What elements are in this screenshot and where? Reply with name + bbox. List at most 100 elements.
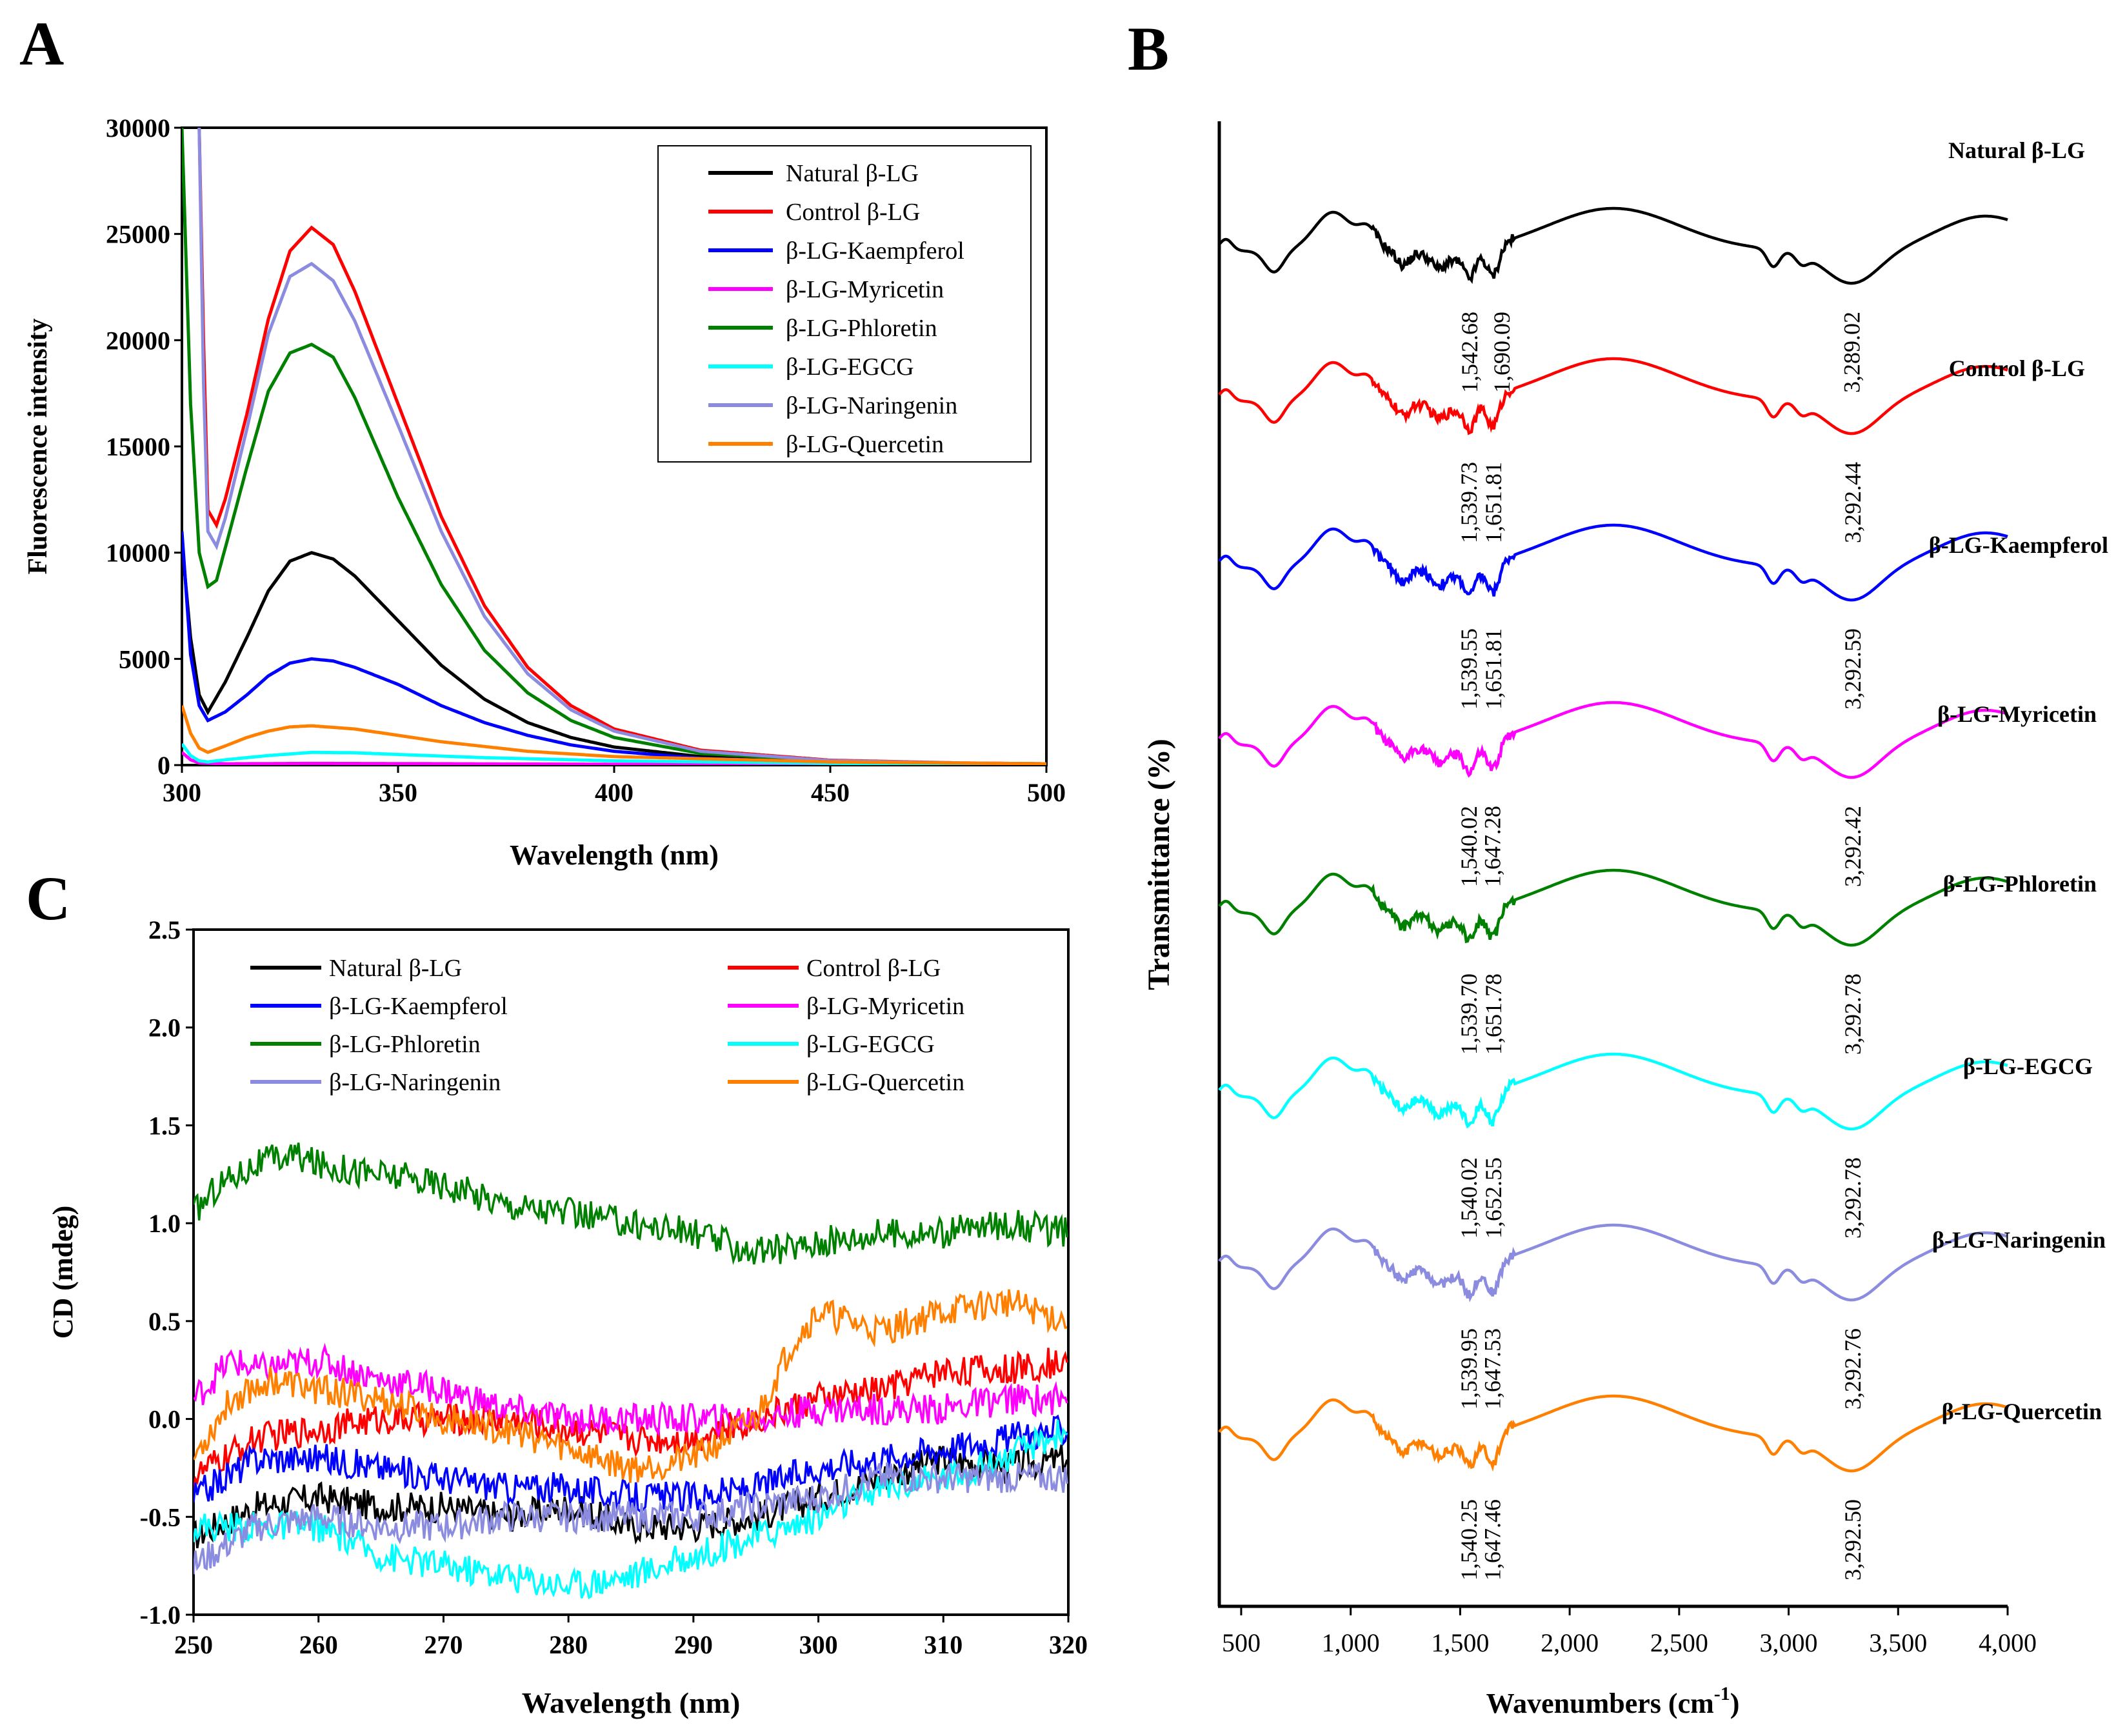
panel-b-series-label: β-LG-Phloretin: [1943, 871, 2097, 897]
panel-b-peak-label: 1,651.81: [1481, 628, 1506, 710]
panel-a-legend-label: β-LG-Kaempferol: [786, 237, 964, 264]
panel-c-legend-label: β-LG-Naringenin: [329, 1069, 501, 1096]
panel-c-legend: Natural β-LG Control β-LG β-LG-Kaempferol β…: [250, 955, 964, 1096]
panel-b-peak-label: 1,647.46: [1479, 1499, 1505, 1581]
panel-c-series-control-beta-lg: [194, 1348, 1068, 1490]
panel-c-ylabel: CD (mdeg): [47, 1206, 79, 1339]
panel-b-series-label: Natural β-LG: [1948, 137, 2085, 163]
panel-letter-c: C: [26, 864, 70, 933]
panel-c-xtick-label: 280: [549, 1630, 588, 1659]
panel-a-ytick-label: 10000: [106, 539, 170, 568]
panel-b-peak-label: 1,539.70: [1456, 973, 1482, 1055]
panel-letter-b: B: [1128, 14, 1169, 83]
panel-b-peak-label: 3,292.42: [1840, 806, 1866, 887]
panel-b-peak-label: 1,690.09: [1489, 312, 1515, 393]
panel-c-xtick-label: 320: [1049, 1630, 1088, 1659]
panel-b-peak-label: 1,539.55: [1456, 628, 1482, 710]
panel-b-peak-label: 3,292.78: [1840, 1157, 1866, 1239]
panel-c-ytick-label: 1.5: [148, 1111, 181, 1140]
panel-b-peak-label: 1,540.02: [1456, 1157, 1482, 1239]
panel-a-legend-box: [657, 145, 1032, 463]
panel-a-fluorescence-chart: 0 5000 10000 15000 20000 25000 30000 300 350 400 4…: [23, 114, 1066, 871]
panel-c-frame: [192, 928, 1070, 1616]
panel-b-peak-label: 1,542.68: [1457, 312, 1482, 393]
panel-b-peak-label: 1,647.53: [1480, 1328, 1506, 1410]
panel-b-xtick-label: 2,000: [1541, 1628, 1599, 1657]
panel-c-series-beta-lg-phloretin: [194, 1142, 1068, 1266]
panel-b-peak-label: 3,292.76: [1840, 1328, 1866, 1410]
panel-b-ylabel: Transmittance (%): [1142, 739, 1176, 990]
panel-b-series-label: β-LG-Naringenin: [1932, 1227, 2106, 1253]
panel-c-legend-label: β-LG-EGCG: [806, 1031, 935, 1058]
panel-a-legend-label: β-LG-Myricetin: [786, 276, 944, 303]
panel-b-series-label: β-LG-Quercetin: [1942, 1399, 2102, 1424]
panel-a-legend-label: Control β-LG: [786, 199, 920, 226]
panel-a-ytick-label: 30000: [106, 114, 170, 143]
panel-b-series-beta-lg-myricetin: [1218, 701, 2008, 779]
panel-b-xtick-label: 3,000: [1760, 1628, 1818, 1657]
panel-a-ytick-label: 0: [157, 751, 170, 780]
panel-b-peak-label: 3,292.44: [1840, 462, 1866, 543]
panel-a-legend-label: β-LG-Quercetin: [786, 431, 944, 458]
panel-c-ytick-label: 2.5: [148, 915, 181, 944]
panel-c-xlabel: Wavelength (nm): [522, 1686, 741, 1719]
panel-c-ytick-label: 0.0: [148, 1405, 181, 1434]
panel-b-peak-label: 1,539.73: [1456, 462, 1482, 543]
panel-c-series-beta-lg-myricetin: [194, 1342, 1068, 1439]
panel-c-series-beta-lg-egcg: [194, 1419, 1068, 1600]
panel-b-xtick-label: 3,500: [1869, 1628, 1927, 1657]
panel-letter-a: A: [19, 9, 64, 78]
panel-b-series-natural-beta-lg: [1218, 206, 2008, 285]
panel-b-xtick-label: 4,000: [1979, 1628, 2037, 1657]
panel-b-peak-label: 1,540.02: [1456, 806, 1482, 887]
panel-a-xtick-label: 500: [1027, 778, 1066, 807]
panel-b-xtick-label: 500: [1222, 1628, 1261, 1657]
panel-b-series-label: β-LG-Myricetin: [1937, 701, 2097, 727]
panel-c-legend-label: β-LG-Phloretin: [329, 1031, 481, 1058]
panel-b-series-beta-lg-naringenin: [1218, 1223, 2008, 1302]
panel-b-series-beta-lg-quercetin: [1218, 1394, 2008, 1473]
panel-c-xtick-label: 260: [299, 1630, 338, 1659]
panel-b-peak-label: 1,539.95: [1456, 1328, 1482, 1410]
panel-c-xtick-label: 250: [174, 1630, 213, 1659]
panel-b-series-control-beta-lg: [1218, 357, 2008, 435]
panel-c-xtick-label: 270: [424, 1630, 463, 1659]
panel-b-peak-label: 3,292.50: [1840, 1499, 1866, 1581]
panel-a-ytick-label: 25000: [106, 220, 170, 249]
panel-c-xtick-label: 290: [674, 1630, 713, 1659]
panel-a-xtick-label: 350: [379, 778, 417, 807]
panel-c-cd-chart: -1.0 -0.5 0.0 0.5 1.0 1.5 2.0 2.5 250 260 270 280 29…: [47, 915, 1088, 1719]
panel-a-ytick-label: 5000: [119, 644, 170, 673]
panel-b-peak-label: 1,652.55: [1481, 1157, 1506, 1239]
panel-c-legend-label: β-LG-Kaempferol: [329, 993, 508, 1020]
panel-a-ytick-label: 20000: [106, 326, 170, 355]
panel-a-legend-label: Natural β-LG: [786, 160, 919, 187]
panel-b-series-label: β-LG-Kaempferol: [1929, 532, 2108, 558]
panel-b-xtick-label: 2,500: [1650, 1628, 1708, 1657]
panel-b-peak-label: 3,292.59: [1840, 628, 1866, 710]
panel-a-ylabel: Fluorescence intensity: [23, 319, 53, 575]
panel-b-peak-label: 1,651.78: [1481, 973, 1506, 1055]
panel-c-legend-label: β-LG-Quercetin: [806, 1069, 964, 1096]
panel-c-legend-label: Control β-LG: [806, 955, 941, 982]
panel-b-peak-label: 3,289.02: [1839, 312, 1865, 393]
panel-a-legend-label: β-LG-Phloretin: [786, 315, 937, 342]
panel-c-ytick-label: -1.0: [140, 1601, 181, 1630]
panel-a-legend-label: β-LG-Naringenin: [786, 392, 957, 419]
panel-c-legend-label: Natural β-LG: [329, 955, 462, 982]
panel-c-xtick-label: 300: [799, 1630, 838, 1659]
panel-b-series-beta-lg-egcg: [1218, 1052, 2008, 1131]
panel-c-series-beta-lg-quercetin: [194, 1289, 1068, 1483]
panel-c-series-beta-lg-naringenin: [194, 1460, 1068, 1575]
panel-b-series-label: β-LG-EGCG: [1963, 1053, 2093, 1079]
panel-c-ytick-label: 0.5: [148, 1307, 181, 1336]
panel-b-peak-label: 1,651.81: [1481, 462, 1506, 543]
panel-b-ftir-chart: 500 1,000 1,500 2,000 2,500 3,000 3,500 4,000 N…: [1142, 121, 2108, 1719]
panel-b-peak-label: 1,540.25: [1456, 1499, 1482, 1581]
panel-a-legend-label: β-LG-EGCG: [786, 354, 914, 381]
panel-c-legend-label: β-LG-Myricetin: [806, 993, 964, 1020]
panel-b-series-label: Control β-LG: [1949, 355, 2085, 381]
panel-b-peak-label: 1,647.28: [1479, 806, 1505, 887]
panel-a-ytick-label: 15000: [106, 432, 170, 461]
